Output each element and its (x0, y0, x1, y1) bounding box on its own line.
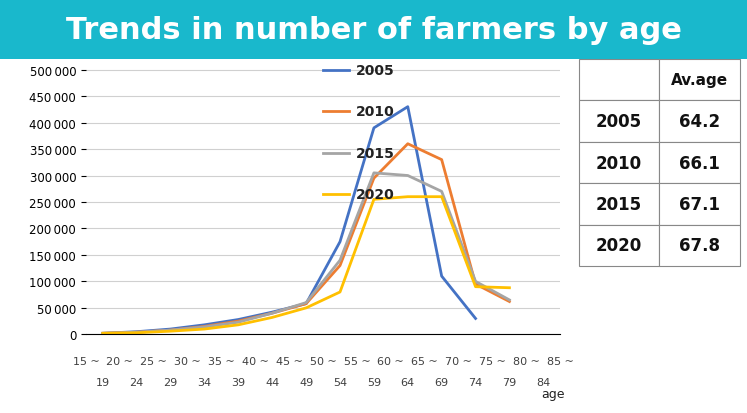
Text: 50 ~: 50 ~ (310, 356, 336, 366)
Text: 25 ~: 25 ~ (140, 356, 167, 366)
Text: 75 ~: 75 ~ (479, 356, 506, 366)
Text: 55 ~: 55 ~ (344, 356, 371, 366)
Text: 49: 49 (299, 377, 313, 387)
Text: 24: 24 (129, 377, 144, 387)
Text: number: number (43, 36, 92, 49)
Text: 39: 39 (232, 377, 246, 387)
Text: 15 ~: 15 ~ (72, 356, 99, 366)
Text: 60 ~: 60 ~ (377, 356, 404, 366)
Text: 2015: 2015 (356, 146, 395, 160)
Text: 34: 34 (197, 377, 211, 387)
Text: 85 ~: 85 ~ (547, 356, 574, 366)
Text: 64: 64 (400, 377, 415, 387)
Text: 40 ~: 40 ~ (242, 356, 269, 366)
Text: 65 ~: 65 ~ (412, 356, 438, 366)
Text: 80 ~: 80 ~ (513, 356, 540, 366)
Text: age: age (542, 387, 565, 400)
Text: 59: 59 (367, 377, 381, 387)
Text: 29: 29 (164, 377, 178, 387)
Text: 69: 69 (435, 377, 449, 387)
Text: 2010: 2010 (356, 105, 395, 119)
Text: Trends in number of farmers by age: Trends in number of farmers by age (66, 15, 681, 45)
Text: 45 ~: 45 ~ (276, 356, 303, 366)
Text: 2005: 2005 (356, 64, 395, 78)
Text: 30 ~: 30 ~ (174, 356, 201, 366)
Text: 35 ~: 35 ~ (208, 356, 235, 366)
Text: 44: 44 (265, 377, 279, 387)
Text: 79: 79 (502, 377, 517, 387)
Text: 74: 74 (468, 377, 483, 387)
Text: 54: 54 (333, 377, 347, 387)
Text: 19: 19 (96, 377, 110, 387)
Text: 70 ~: 70 ~ (445, 356, 472, 366)
Text: 84: 84 (536, 377, 551, 387)
Text: 2020: 2020 (356, 188, 395, 202)
Text: 20 ~: 20 ~ (106, 356, 133, 366)
